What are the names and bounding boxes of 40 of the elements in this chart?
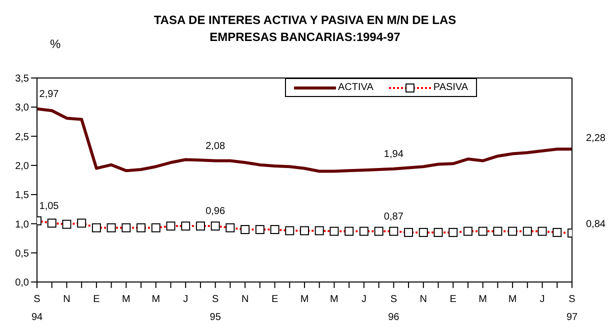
x-tick-label: J <box>361 294 366 305</box>
y-tick-label: 1,5 <box>15 190 30 202</box>
x-tick-label: N <box>241 294 249 305</box>
x-tick-label: E <box>93 294 100 305</box>
y-tick-label: 3,5 <box>15 74 30 85</box>
x-tick-label: M <box>122 294 130 305</box>
x-tick-label: N <box>63 294 70 305</box>
x-tick-label: M <box>330 294 338 305</box>
x-tick-label: S 94 <box>31 294 43 323</box>
x-tick-label: S 95 <box>210 294 222 323</box>
line-series <box>37 107 572 173</box>
x-tick-label: M <box>478 294 488 305</box>
y-tick-label: 0,5 <box>15 248 30 260</box>
x-tick-label: M <box>300 294 309 305</box>
y-tick-label: 0,0 <box>15 278 30 289</box>
y-tick-label: 1,0 <box>15 219 30 230</box>
data-label: 2,28 <box>586 133 606 144</box>
x-tick-label: S 96 <box>388 294 400 323</box>
data-label: 0,96 <box>206 206 226 218</box>
data-label: 0,84 <box>586 219 606 230</box>
x-tick-label: N <box>420 294 428 305</box>
x-tick-label: M <box>152 294 160 305</box>
data-label: 1,05 <box>39 200 60 212</box>
x-tick-label: E <box>271 294 278 305</box>
legend-label: PASIVA <box>433 82 468 93</box>
data-label: 1,94 <box>384 148 404 160</box>
data-label: 2,08 <box>206 140 226 152</box>
y-tick-label: 2,0 <box>15 160 30 172</box>
x-tick-label: J <box>540 294 545 305</box>
x-tick-label: S 97 <box>566 294 578 323</box>
data-label: 0,87 <box>384 211 404 222</box>
x-tick-label: M <box>508 294 517 305</box>
y-tick-label: 2,5 <box>15 132 30 143</box>
x-tick-label: E <box>450 294 457 305</box>
y-axis-title: % <box>50 37 61 51</box>
chart-title: TASA DE INTERES ACTIVA Y PASIVA EN M/N DE LAS EMPRESAS BANCARIAS:1994-97 <box>152 12 458 46</box>
legend-label: ACTIVA <box>338 82 374 93</box>
x-tick-label: J <box>183 294 188 305</box>
data-label: 2,97 <box>39 88 60 100</box>
y-tick-label: 3,0 <box>15 102 30 114</box>
